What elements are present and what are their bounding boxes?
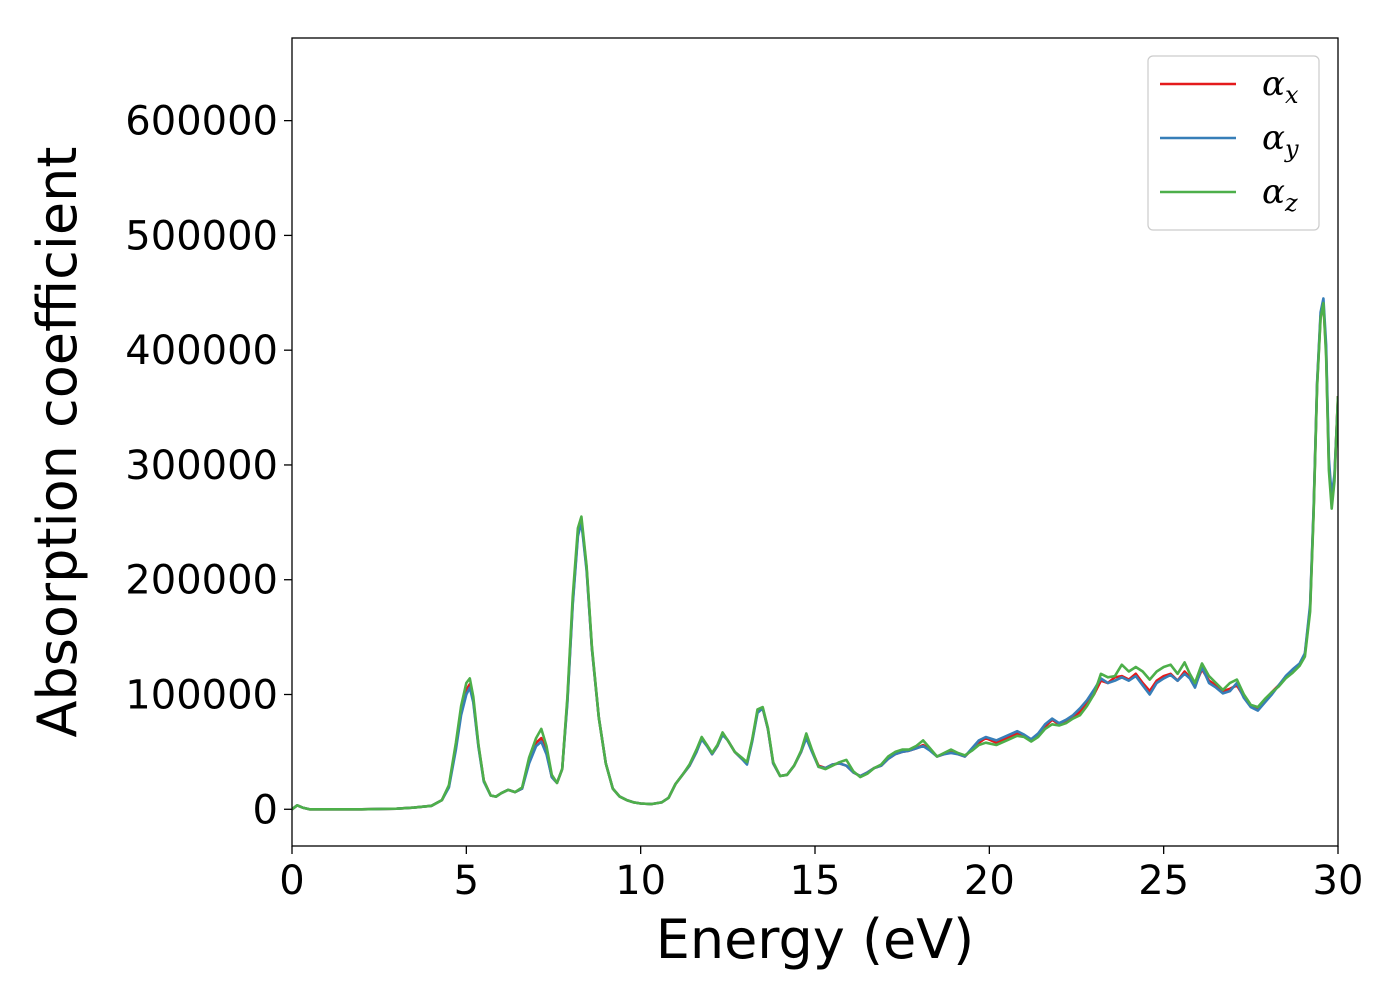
y-tick-label: 100000 xyxy=(125,673,278,719)
x-tick-label: 15 xyxy=(790,858,841,904)
series-layer xyxy=(292,297,1338,811)
x-tick-label: 30 xyxy=(1313,858,1364,904)
legend-label-y: αy xyxy=(1262,118,1299,163)
legend-box xyxy=(1147,55,1320,231)
series-line-y xyxy=(292,297,1338,811)
series-line-x xyxy=(292,302,1338,811)
x-axis: 0 5 10 15 20 25 30 xyxy=(279,846,1363,904)
y-tick-label: 0 xyxy=(253,787,278,833)
y-axis: 0 100000 200000 300000 400000 500000 600000 xyxy=(125,99,292,833)
y-axis-title: Absorption coefficient xyxy=(26,147,89,738)
y-tick-label: 400000 xyxy=(125,328,278,374)
x-tick-label: 10 xyxy=(615,858,666,904)
y-tick-label: 500000 xyxy=(125,213,278,259)
legend-label-x: αx xyxy=(1262,64,1299,109)
x-axis-title: Energy (eV) xyxy=(656,908,975,971)
x-tick-label: 5 xyxy=(454,858,479,904)
series-line-z xyxy=(292,301,1338,811)
x-tick-label: 25 xyxy=(1138,858,1189,904)
x-tick-label: 20 xyxy=(964,858,1015,904)
x-tick-label: 0 xyxy=(279,858,304,904)
y-tick-label: 600000 xyxy=(125,99,278,145)
y-tick-label: 300000 xyxy=(125,443,278,489)
legend: αx αy αz xyxy=(1147,55,1320,231)
y-tick-label: 200000 xyxy=(125,558,278,604)
legend-label-z: αz xyxy=(1262,172,1298,217)
